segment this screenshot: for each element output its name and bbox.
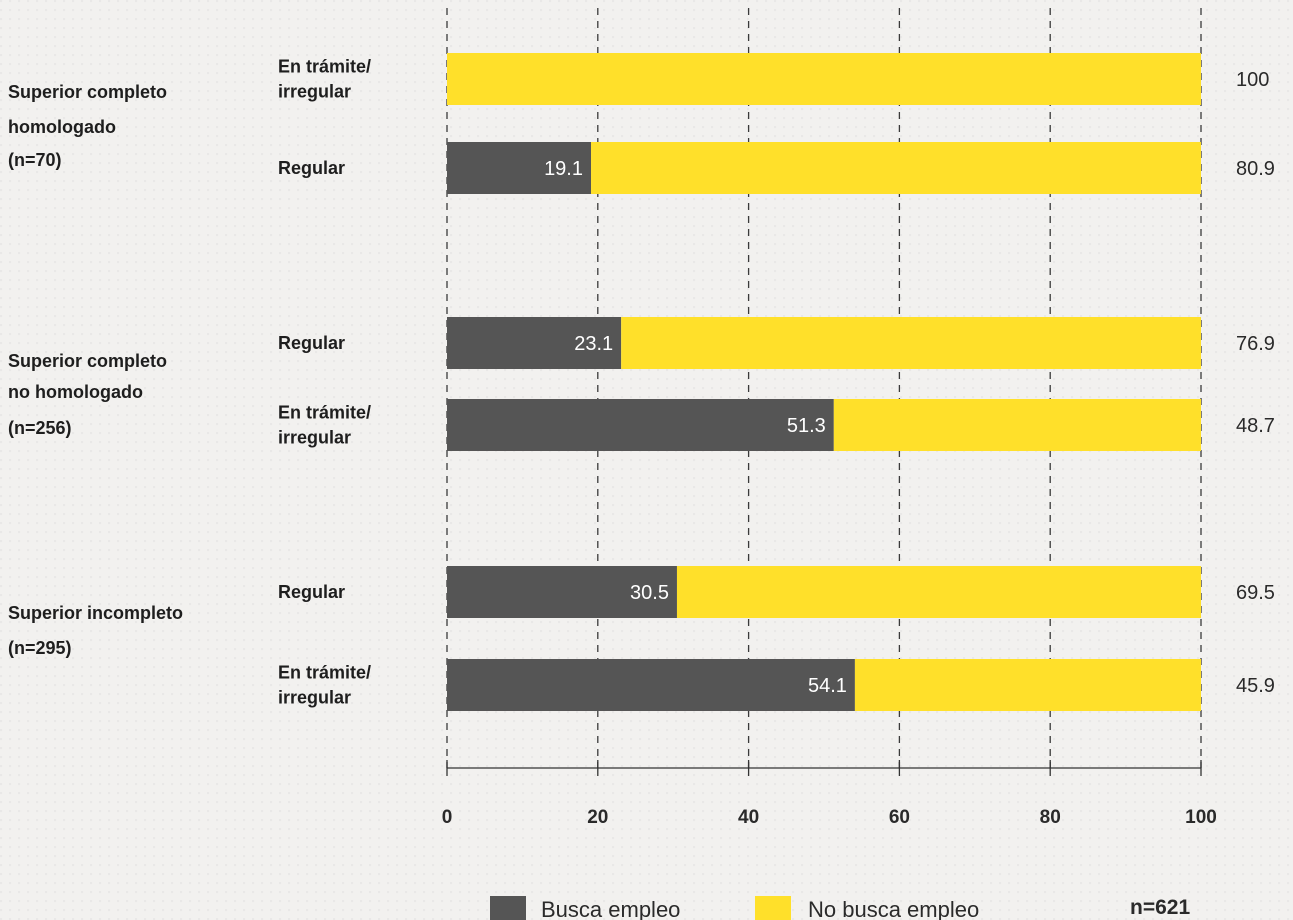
group-label-g0-line2: (n=70) xyxy=(8,150,62,170)
data-label-no-busca-g2-r1: 45.9 xyxy=(1236,675,1275,697)
data-label-no-busca-g1-r0: 76.9 xyxy=(1236,333,1275,355)
data-label-busca-g1-r0: 23.1 xyxy=(574,333,613,355)
group-label-g2-line0: Superior incompleto xyxy=(8,603,183,623)
row-label-g2-r1-line0: En trámite/ xyxy=(278,663,371,683)
data-label-busca-g2-r1: 54.1 xyxy=(808,675,847,697)
x-tick-label-20: 20 xyxy=(587,807,608,828)
row-label-g0-r0-line0: En trámite/ xyxy=(278,57,371,77)
row-label-g1-r1-line1: irregular xyxy=(278,428,351,448)
bar-no-busca-g2-r0 xyxy=(676,566,1201,618)
sample-size-note: n=621 xyxy=(1130,896,1190,919)
x-tick-label-60: 60 xyxy=(889,807,910,828)
legend-label-no-busca: No busca empleo xyxy=(808,897,979,920)
group-label-g2-line1: (n=295) xyxy=(8,638,72,658)
group-label-g1-line0: Superior completo xyxy=(8,351,167,371)
data-label-no-busca-g2-r0: 69.5 xyxy=(1236,582,1275,604)
group-label-g0-line1: homologado xyxy=(8,117,116,137)
legend-swatch-busca xyxy=(490,896,526,920)
data-label-busca-g1-r1: 51.3 xyxy=(787,415,826,437)
bar-busca-g1-r0 xyxy=(447,317,622,369)
bar-no-busca-g2-r1 xyxy=(854,659,1201,711)
bar-busca-g0-r1 xyxy=(447,142,592,194)
row-label-g2-r1-line1: irregular xyxy=(278,688,351,708)
bar-no-busca-g1-r1 xyxy=(833,399,1201,451)
data-label-busca-g2-r0: 30.5 xyxy=(630,582,669,604)
row-label-g2-r0-line0: Regular xyxy=(278,582,345,602)
data-label-no-busca-g0-r0: 100 xyxy=(1236,69,1269,91)
x-tick-label-0: 0 xyxy=(442,807,453,828)
row-label-g0-r1-line0: Regular xyxy=(278,158,345,178)
group-label-g0-line0: Superior completo xyxy=(8,82,167,102)
bar-no-busca-g0-r1 xyxy=(591,142,1201,194)
bar-busca-g2-r1 xyxy=(447,659,855,711)
x-tick-label-100: 100 xyxy=(1185,807,1217,828)
bar-no-busca-g1-r0 xyxy=(621,317,1201,369)
row-label-g0-r0-line1: irregular xyxy=(278,82,351,102)
legend-label-busca: Busca empleo xyxy=(541,897,680,920)
row-label-g1-r1-line0: En trámite/ xyxy=(278,403,371,423)
row-label-g1-r0-line0: Regular xyxy=(278,333,345,353)
group-label-g1-line2: (n=256) xyxy=(8,418,72,438)
legend-swatch-no-busca xyxy=(755,896,791,920)
x-tick-label-40: 40 xyxy=(738,807,759,828)
bar-no-busca-g0-r0 xyxy=(447,53,1201,105)
group-label-g1-line1: no homologado xyxy=(8,382,143,402)
x-tick-label-80: 80 xyxy=(1040,807,1061,828)
bar-busca-g2-r0 xyxy=(447,566,677,618)
data-label-no-busca-g0-r1: 80.9 xyxy=(1236,158,1275,180)
bar-busca-g1-r1 xyxy=(447,399,834,451)
data-label-busca-g0-r1: 19.1 xyxy=(544,158,583,180)
data-label-no-busca-g1-r1: 48.7 xyxy=(1236,415,1275,437)
